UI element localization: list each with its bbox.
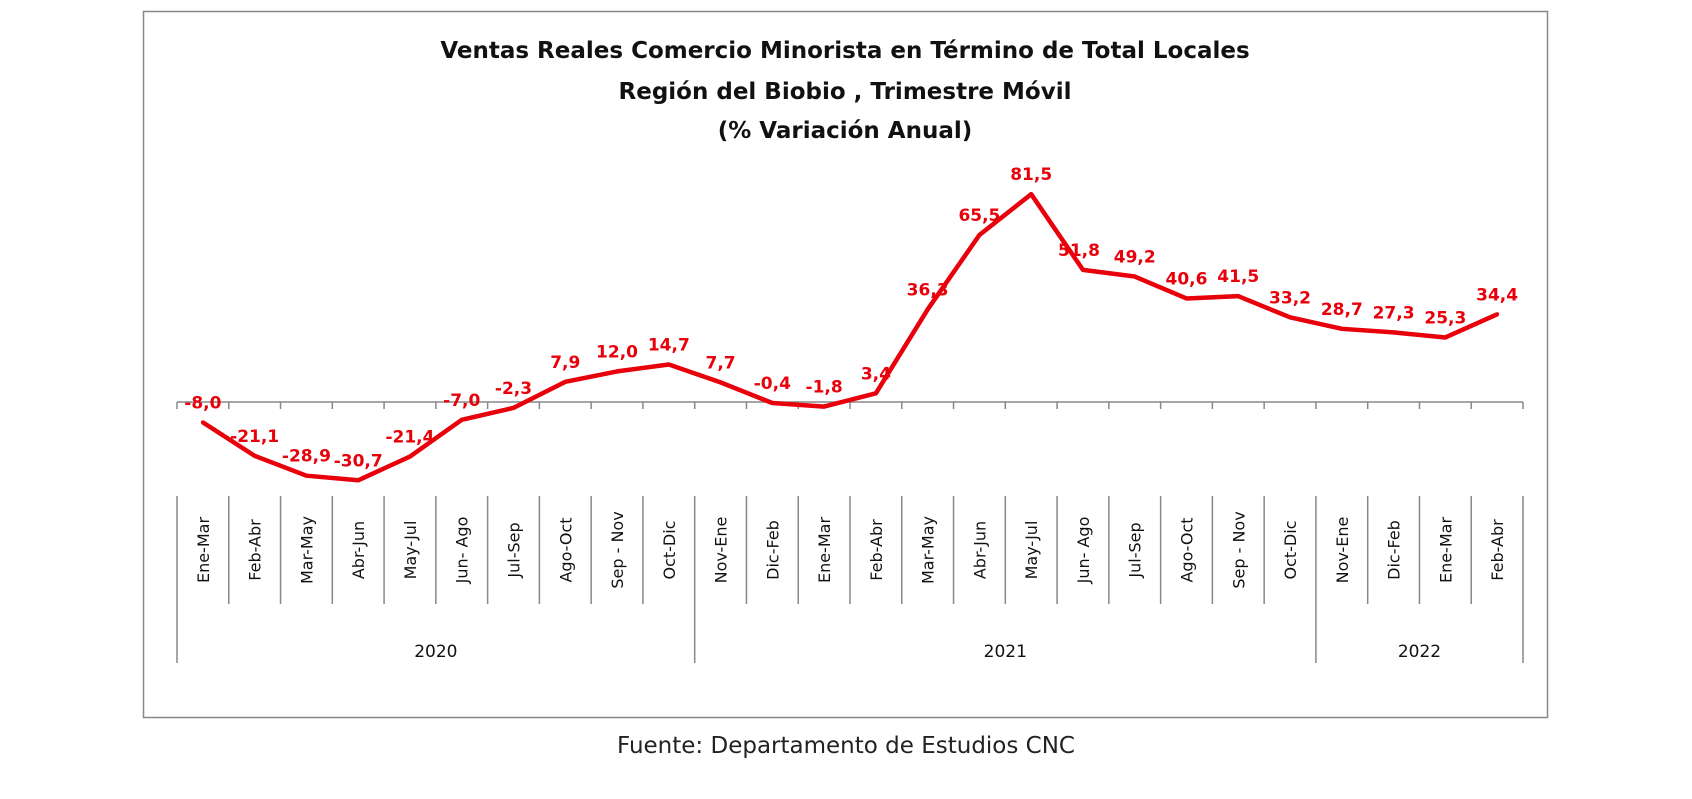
data-point	[615, 369, 620, 374]
data-point	[200, 420, 205, 425]
chart-frame	[142, 10, 1549, 719]
data-label: 25,3	[1424, 308, 1466, 328]
x-tick-label: Ene-Mar	[1436, 517, 1455, 583]
x-tick-label: Oct-Dic	[1281, 521, 1300, 580]
data-label: 7,9	[550, 353, 580, 373]
x-tick-label: Jun- Ago	[1074, 517, 1093, 585]
series-line	[201, 191, 1499, 483]
data-point	[1080, 267, 1085, 272]
data-point	[1184, 296, 1189, 301]
data-label: -28,9	[282, 447, 331, 467]
data-label: 41,5	[1217, 267, 1259, 287]
data-label: -2,3	[495, 379, 532, 399]
data-label: 33,2	[1269, 288, 1311, 308]
data-point	[1288, 315, 1293, 320]
x-group-label: 2020	[414, 642, 457, 662]
x-tick-label: Ago-Oct	[556, 517, 575, 582]
data-label: -7,0	[443, 391, 480, 411]
data-point	[1339, 326, 1344, 331]
data-point	[459, 417, 464, 422]
x-tick-label: Oct-Dic	[660, 521, 679, 580]
data-point	[407, 454, 412, 459]
x-tick-label: Abr-Jun	[349, 521, 368, 579]
data-point	[1132, 274, 1137, 279]
data-point	[356, 478, 361, 483]
chart-title-line-1: Ventas Reales Comercio Minorista en Térm…	[440, 38, 1249, 64]
data-point	[718, 380, 723, 385]
x-tick-label: Mar-May	[919, 516, 938, 584]
data-label: 49,2	[1114, 248, 1156, 268]
data-label: 34,4	[1476, 285, 1518, 305]
chart-title-line-2: Región del Biobio , Trimestre Móvil	[619, 79, 1072, 105]
data-label: 12,0	[596, 342, 638, 362]
x-group-label: 2022	[1398, 642, 1441, 662]
data-label: -0,4	[754, 374, 791, 394]
x-tick-label: Feb-Abr	[1488, 519, 1507, 581]
data-point	[563, 379, 568, 384]
x-tick-label: Feb-Abr	[867, 519, 886, 581]
data-point	[1236, 294, 1241, 299]
data-point	[1391, 330, 1396, 335]
data-point	[977, 232, 982, 237]
data-point	[1495, 312, 1500, 317]
data-label: 3,4	[861, 364, 891, 384]
data-label: 65,5	[958, 206, 1000, 226]
x-tick-label: Feb-Abr	[246, 519, 265, 581]
x-group-label: 2021	[984, 642, 1027, 662]
data-label: -21,4	[385, 428, 434, 448]
x-tick-label: May-Jul	[1022, 521, 1041, 580]
data-point	[925, 307, 930, 312]
data-label: 40,6	[1166, 269, 1208, 289]
x-tick-label: Dic-Feb	[1385, 520, 1404, 580]
data-label: -1,8	[806, 378, 843, 398]
x-tick-label: Sep - Nov	[608, 511, 627, 588]
x-tick-label: Dic-Feb	[763, 520, 782, 580]
data-label: 81,5	[1010, 165, 1052, 185]
x-tick-label: Abr-Jun	[970, 521, 989, 579]
x-tick-label: Jul-Sep	[1126, 522, 1145, 578]
data-point	[822, 404, 827, 409]
x-tick-label: Ene-Mar	[194, 517, 213, 583]
data-label: -8,0	[184, 393, 221, 413]
x-tick-label: Nov-Ene	[1333, 517, 1352, 584]
line-chart: Ventas Reales Comercio Minorista en Térm…	[142, 10, 1549, 719]
x-tick-label: Ene-Mar	[815, 517, 834, 583]
data-label: -21,1	[230, 427, 279, 447]
data-label: 14,7	[648, 336, 690, 356]
data-point	[1029, 192, 1034, 197]
x-tick-label: Nov-Ene	[712, 517, 731, 584]
data-point	[1443, 335, 1448, 340]
x-tick-label: Jun- Ago	[453, 517, 472, 585]
data-point	[511, 405, 516, 410]
chart-title-line-3: (% Variación Anual)	[718, 118, 973, 144]
data-point	[873, 391, 878, 396]
data-label: 51,8	[1058, 241, 1100, 261]
x-tick-label: Sep - Nov	[1229, 511, 1248, 588]
source-note: Fuente: Departamento de Estudios CNC	[616, 733, 1075, 759]
data-point	[252, 453, 257, 458]
data-point	[304, 473, 309, 478]
data-label: 36,3	[907, 280, 949, 300]
data-label: 28,7	[1321, 300, 1363, 320]
x-tick-label: Jul-Sep	[505, 522, 524, 578]
x-tick-label: Ago-Oct	[1178, 517, 1197, 582]
x-tick-label: May-Jul	[401, 521, 420, 580]
data-label: -30,7	[334, 451, 383, 471]
data-label: 27,3	[1373, 303, 1415, 323]
data-point	[770, 401, 775, 406]
data-label: 7,7	[706, 353, 736, 373]
x-tick-label: Mar-May	[297, 516, 316, 584]
data-point	[666, 362, 671, 367]
